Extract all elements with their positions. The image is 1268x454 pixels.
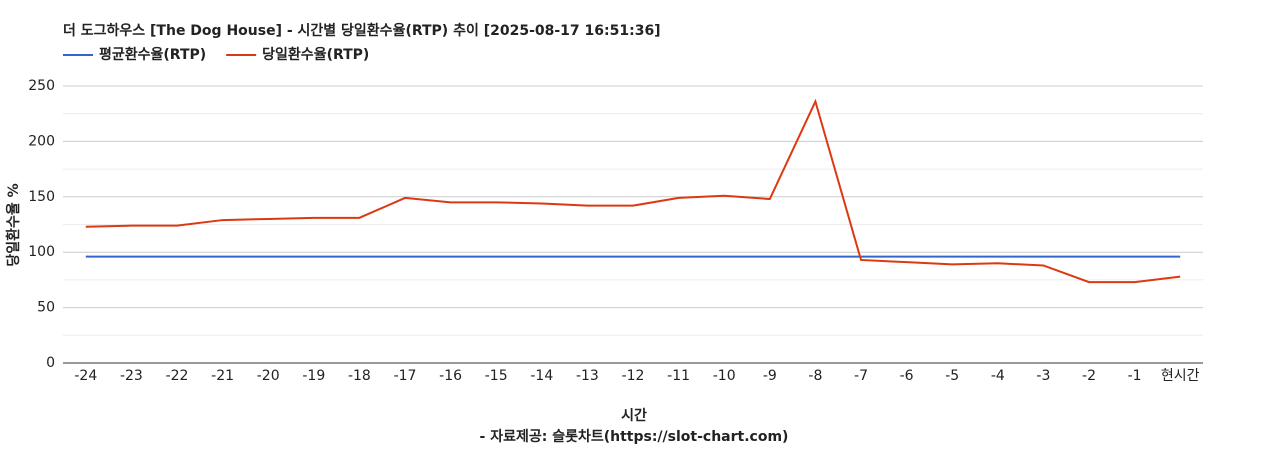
x-tick-label: -14: [530, 368, 553, 384]
x-tick-label: -19: [302, 368, 325, 384]
x-tick-label: -22: [166, 368, 189, 384]
legend-label: 평균환수율(RTP): [99, 46, 206, 63]
x-tick-label: -4: [991, 368, 1005, 384]
y-tick-label: 0: [46, 355, 55, 371]
x-tick-label: -12: [622, 368, 645, 384]
x-tick-label: -8: [808, 368, 822, 384]
x-tick-label: -23: [120, 368, 143, 384]
y-tick-label: 100: [28, 244, 55, 260]
x-tick-label: -2: [1082, 368, 1096, 384]
x-axis-label: 시간: [621, 407, 647, 424]
legend-label: 당일환수율(RTP): [262, 46, 369, 63]
data-line: [85, 98, 1181, 284]
x-tick-label: -5: [945, 368, 959, 384]
x-tick-label: -3: [1036, 368, 1050, 384]
y-tick-label: 250: [28, 78, 55, 94]
x-tick-label: -16: [439, 368, 462, 384]
x-tick-label: -6: [900, 368, 914, 384]
x-tick-label: -20: [257, 368, 280, 384]
x-tick-label: -21: [211, 368, 234, 384]
x-tick-label: -11: [667, 368, 690, 384]
x-tick-label: -9: [763, 368, 777, 384]
y-tick-label: 200: [28, 133, 55, 149]
source-note: - 자료제공: 슬롯차트(https://slot-chart.com): [480, 429, 789, 445]
x-tick-label: -1: [1128, 368, 1142, 384]
x-tick-label: -10: [713, 368, 736, 384]
x-tick-label: -7: [854, 368, 868, 384]
chart-title: 더 도그하우스 [The Dog House] - 시간별 당일환수율(RTP)…: [63, 22, 661, 39]
y-tick-label: 150: [28, 189, 55, 205]
y-axis-label: 당일환수율 %: [5, 183, 22, 266]
x-tick-label: -17: [394, 368, 417, 384]
x-tick-label: -24: [74, 368, 97, 384]
y-tick-label: 50: [37, 300, 55, 316]
x-tick-label: -13: [576, 368, 599, 384]
x-tick-label: -18: [348, 368, 371, 384]
x-tick-label: 현시간: [1161, 368, 1200, 384]
x-tick-label: -15: [485, 368, 508, 384]
